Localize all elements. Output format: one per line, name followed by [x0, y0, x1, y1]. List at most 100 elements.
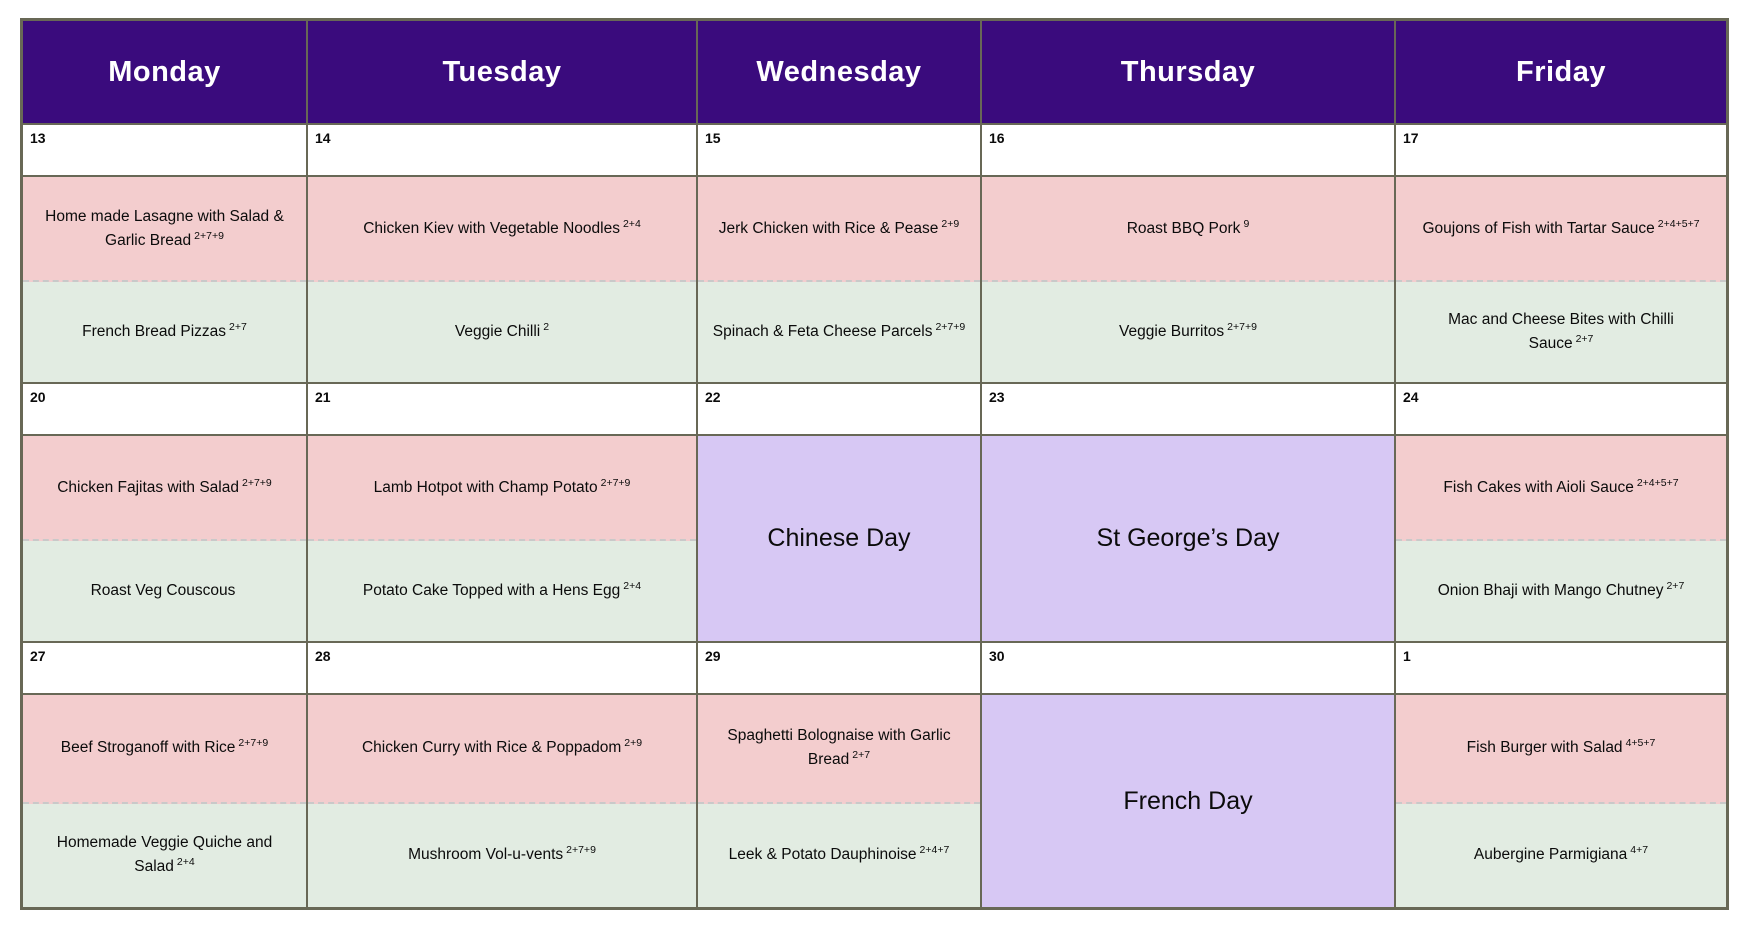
menu-cell: Roast BBQ Pork 9 Veggie Burritos 2+7+9 — [982, 177, 1394, 382]
meal-name: Beef Stroganoff with Rice — [60, 739, 236, 757]
allergen-codes: 2+9 — [624, 737, 643, 750]
menu-cell: Jerk Chicken with Rice & Pease 2+9 Spinac… — [698, 177, 980, 382]
main-meal: Spaghetti Bolognaise with Garlic Bread 2+… — [698, 695, 980, 804]
date-cell: 13 — [23, 125, 306, 175]
meal-name: Chicken Fajitas with Salad — [57, 478, 239, 496]
allergen-codes: 2+7+9 — [600, 476, 631, 489]
date-number: 23 — [989, 389, 1005, 405]
menu-cell: Chicken Kiev with Vegetable Noodles 2+4 V… — [308, 177, 696, 382]
meal-name: Fish Cakes with Aioli Sauce — [1443, 478, 1634, 496]
meal-name: Roast BBQ Pork — [1126, 219, 1241, 237]
meal-name: Home made Lasagne with Salad & Garlic Br… — [45, 207, 284, 249]
special-day-label: French Day — [1123, 786, 1253, 815]
date-cell: 14 — [308, 125, 696, 175]
menu-cell: Beef Stroganoff with Rice 2+7+9 Homemade … — [23, 695, 306, 907]
main-meal: Fish Burger with Salad 4+5+7 — [1396, 695, 1726, 804]
meal-name: Leek & Potato Dauphinoise — [728, 846, 917, 864]
menu-cell: Fish Burger with Salad 4+5+7 Aubergine Pa… — [1396, 695, 1726, 907]
special-day-label: St George’s Day — [1096, 524, 1280, 552]
allergen-codes: 2+7+9 — [566, 844, 596, 857]
veggie-meal: Leek & Potato Dauphinoise 2+4+7 — [698, 803, 980, 907]
allergen-codes: 4+7 — [1630, 844, 1649, 857]
special-day-cell-chinese-day: Chinese Day — [698, 436, 980, 641]
meal-name: French Bread Pizzas — [82, 323, 227, 341]
special-day-label: Chinese Day — [767, 524, 911, 552]
date-number: 29 — [705, 648, 721, 664]
veggie-meal: Mac and Cheese Bites with Chilli Sauce 2+… — [1396, 282, 1726, 382]
date-cell: 1 — [1396, 643, 1726, 693]
meal-name: Homemade Veggie Quiche and Salad — [56, 834, 273, 876]
allergen-codes: 2+7+9 — [241, 476, 272, 489]
date-number: 1 — [1403, 648, 1411, 664]
main-meal: Home made Lasagne with Salad & Garlic Br… — [23, 177, 306, 283]
meal-name: Chicken Curry with Rice & Poppadom — [361, 739, 622, 757]
meal-name: Mac and Cheese Bites with Chilli Sauce — [1448, 311, 1674, 353]
menu-table: Monday Tuesday Wednesday Thursday Friday… — [20, 18, 1729, 910]
allergen-codes: 2+4+5+7 — [1657, 217, 1700, 230]
veggie-meal: Veggie Chilli 2 — [308, 282, 696, 382]
meal-name: Goujons of Fish with Tartar Sauce — [1422, 219, 1655, 237]
date-cell: 15 — [698, 125, 980, 175]
date-number: 13 — [30, 130, 46, 146]
meal-name: Aubergine Parmigiana — [1473, 846, 1628, 864]
main-meal: Chicken Kiev with Vegetable Noodles 2+4 — [308, 177, 696, 283]
veggie-meal: Spinach & Feta Cheese Parcels 2+7+9 — [698, 282, 980, 382]
meal-name: Lamb Hotpot with Champ Potato — [373, 478, 598, 496]
date-cell: 16 — [982, 125, 1394, 175]
date-cell: 22 — [698, 384, 980, 434]
veggie-meal: Roast Veg Couscous — [23, 541, 306, 641]
date-cell: 29 — [698, 643, 980, 693]
date-cell: 27 — [23, 643, 306, 693]
meal-name: Veggie Burritos — [1119, 323, 1225, 341]
allergen-codes: 2+4 — [176, 856, 195, 869]
menu-cell: Chicken Fajitas with Salad 2+7+9 Roast Ve… — [23, 436, 306, 641]
date-number: 17 — [1403, 130, 1419, 146]
meal-name: Jerk Chicken with Rice & Pease — [718, 219, 939, 237]
menu-cell: Chicken Curry with Rice & Poppadom 2+9 Mu… — [308, 695, 696, 907]
date-cell: 17 — [1396, 125, 1726, 175]
allergen-codes: 2+7+9 — [935, 321, 966, 333]
meal-name: Veggie Chilli — [454, 323, 541, 341]
meal-name: Onion Bhaji with Mango Chutney — [1437, 582, 1664, 600]
date-number: 14 — [315, 130, 331, 146]
menu-cell: Spaghetti Bolognaise with Garlic Bread 2+… — [698, 695, 980, 907]
day-header-friday: Friday — [1396, 21, 1726, 123]
main-meal: Lamb Hotpot with Champ Potato 2+7+9 — [308, 436, 696, 542]
date-cell: 20 — [23, 384, 306, 434]
main-meal: Roast BBQ Pork 9 — [982, 177, 1394, 283]
allergen-codes: 2+7 — [229, 321, 247, 333]
meal-name: Spinach & Feta Cheese Parcels — [712, 323, 933, 341]
allergen-codes: 2+7+9 — [1227, 321, 1257, 333]
main-meal: Chicken Fajitas with Salad 2+7+9 — [23, 436, 306, 542]
meal-name: Mushroom Vol-u-vents — [408, 846, 564, 864]
meal-name: Fish Burger with Salad — [1466, 739, 1623, 757]
special-day-cell-french-day: French Day — [982, 695, 1394, 907]
date-cell: 23 — [982, 384, 1394, 434]
veggie-meal: French Bread Pizzas 2+7 — [23, 282, 306, 382]
menu-cell: Home made Lasagne with Salad & Garlic Br… — [23, 177, 306, 382]
veggie-meal: Onion Bhaji with Mango Chutney 2+7 — [1396, 541, 1726, 641]
day-header-thursday: Thursday — [982, 21, 1394, 123]
day-header-monday: Monday — [23, 21, 306, 123]
main-meal: Jerk Chicken with Rice & Pease 2+9 — [698, 177, 980, 283]
allergen-codes: 2+7 — [1575, 333, 1594, 345]
allergen-codes: 4+5+7 — [1625, 737, 1656, 750]
day-header-tuesday: Tuesday — [308, 21, 696, 123]
allergen-codes: 2 — [543, 321, 550, 333]
meal-name: Spaghetti Bolognaise with Garlic Bread — [727, 727, 951, 769]
date-cell: 30 — [982, 643, 1394, 693]
veggie-meal: Aubergine Parmigiana 4+7 — [1396, 803, 1726, 907]
allergen-codes: 2+4 — [623, 580, 642, 592]
date-number: 20 — [30, 389, 46, 405]
veggie-meal: Veggie Burritos 2+7+9 — [982, 282, 1394, 382]
meal-name: Roast Veg Couscous — [90, 582, 236, 600]
allergen-codes: 2+4+5+7 — [1636, 476, 1679, 489]
veggie-meal: Mushroom Vol-u-vents 2+7+9 — [308, 803, 696, 907]
date-number: 30 — [989, 648, 1005, 664]
date-number: 27 — [30, 648, 46, 664]
date-number: 22 — [705, 389, 721, 405]
meal-name: Potato Cake Topped with a Hens Egg — [362, 582, 621, 600]
date-number: 15 — [705, 130, 721, 146]
date-number: 28 — [315, 648, 331, 664]
menu-cell: Lamb Hotpot with Champ Potato 2+7+9 Potat… — [308, 436, 696, 641]
